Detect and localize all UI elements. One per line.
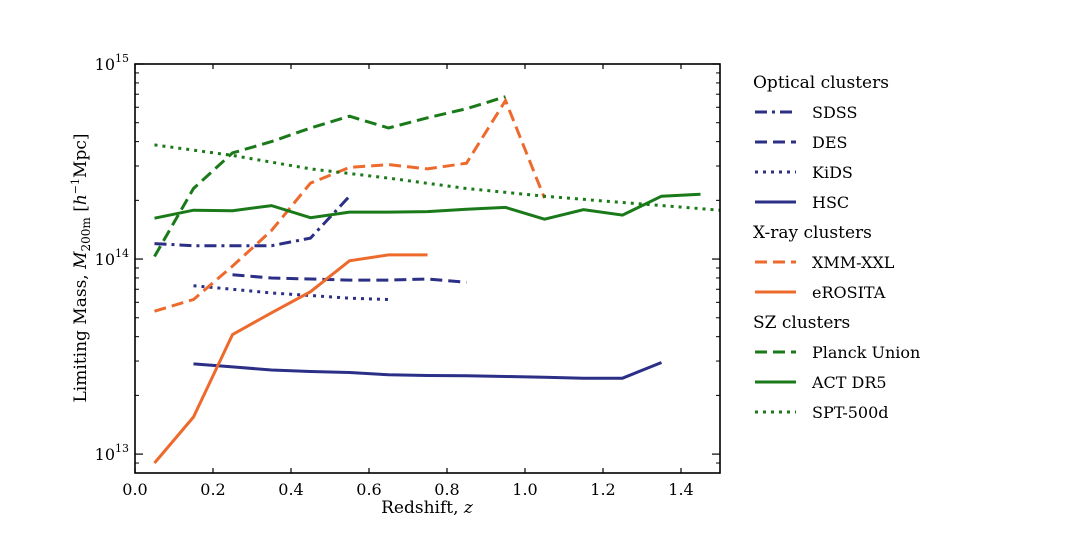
y-tick-label: 1013 — [95, 442, 129, 464]
legend-title-optical-clusters: Optical clusters — [753, 73, 889, 93]
y-tick-label: 1014 — [95, 247, 129, 269]
series-line-spt-500d — [154, 143, 720, 212]
series-line-act-dr5 — [154, 192, 701, 221]
legend-title-sz-clusters: SZ clusters — [753, 313, 850, 333]
series-line-erosita — [153, 253, 428, 464]
legend-label-kids: KiDS — [812, 163, 853, 182]
legend-label-sdss: SDSS — [812, 103, 857, 122]
x-tick-label: 0.0 — [122, 480, 147, 499]
series-lines — [153, 95, 720, 464]
series-line-hsc — [193, 361, 663, 380]
legend-label-des: DES — [812, 133, 847, 152]
series-line-xmm-xxl — [154, 97, 546, 313]
y-axis-label: Limiting Mass, M200m [h−1Mpc] — [69, 134, 93, 403]
legend-title-x-ray-clusters: X-ray clusters — [753, 223, 872, 243]
legend-label-planck-union: Planck Union — [812, 343, 920, 362]
x-tick-label: 0.8 — [434, 480, 459, 499]
x-tick-label: 1.2 — [590, 480, 615, 499]
x-tick-label: 0.6 — [356, 480, 381, 499]
x-axis-label: Redshift, z — [381, 498, 474, 518]
x-tick-label: 1.0 — [512, 480, 537, 499]
axis-ticks: 0.0 0.2 0.4 0.6 0.8 1.0 1.2 1.4 1013 1014 1015 — [95, 52, 720, 499]
legend-label-hsc: HSC — [812, 193, 849, 212]
x-tick-label: 0.4 — [278, 480, 303, 499]
legend-label-xmm-xxl: XMM-XXL — [812, 253, 895, 272]
plot-frame — [134, 63, 721, 474]
x-tick-label: 1.4 — [668, 480, 693, 499]
legend-label-erosita: eROSITA — [812, 283, 886, 302]
series-line-kids — [193, 284, 389, 301]
x-tick-label: 0.2 — [200, 480, 225, 499]
y-tick-label: 1015 — [95, 52, 129, 74]
legend-label-spt-500d: SPT-500d — [812, 403, 889, 422]
legend-label-act-dr5: ACT DR5 — [811, 373, 887, 392]
series-line-des — [232, 273, 467, 284]
legend: Optical clusters SDSS DES KiDS HSC X-ray clus… — [753, 73, 920, 422]
series-line-sdss — [154, 195, 351, 248]
